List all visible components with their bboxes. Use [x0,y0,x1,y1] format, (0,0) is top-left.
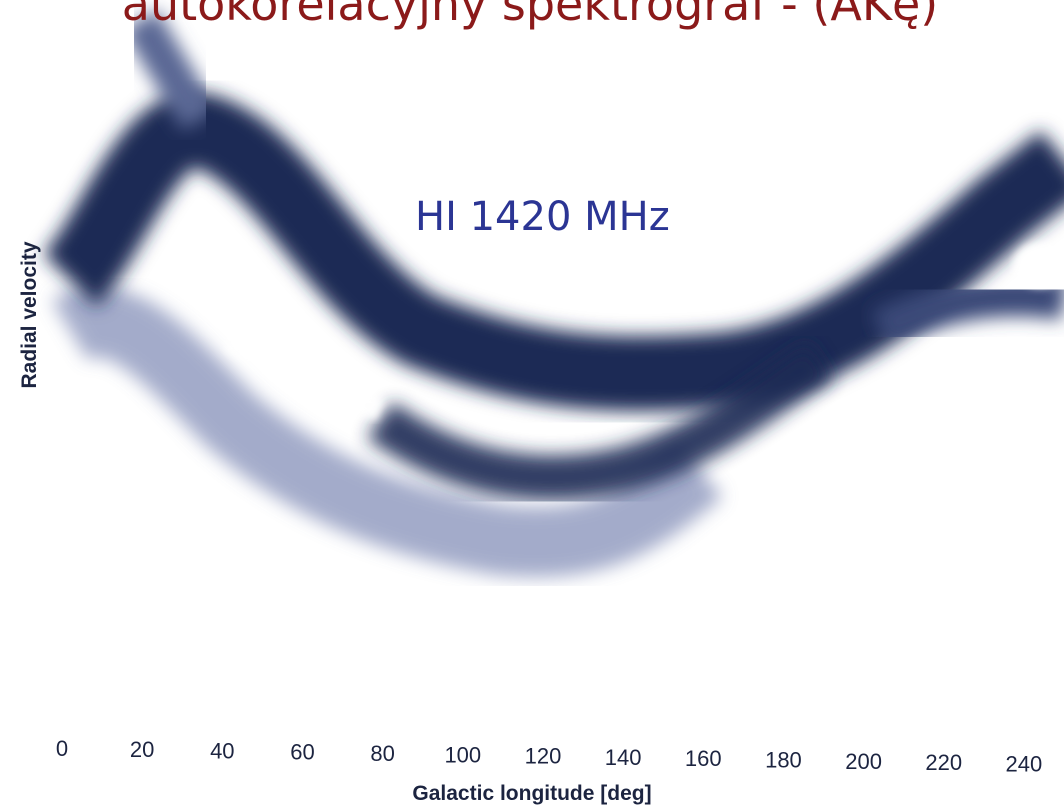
x-tick-label: 80 [370,741,394,766]
x-tick-label: 40 [210,738,234,763]
x-tick-label: 240 [1006,751,1043,776]
title: autokorelacyjny spektrograf - (AKę) [122,0,938,31]
x-tick-label: 160 [685,746,722,771]
y-axis-label: Radial velocity [18,241,41,388]
annotation: HI 1420 MHz [415,194,670,240]
x-tick-label: 140 [605,745,642,770]
x-axis-label: Galactic longitude [deg] [412,782,651,805]
x-tick-label: 60 [290,740,314,765]
x-tick-label: 120 [525,744,562,769]
x-tick-label: 180 [765,748,802,773]
x-tick-label: 220 [925,750,962,775]
x-tick-label: 20 [130,737,154,762]
x-tick-label: 100 [444,742,481,767]
lv-diagram [42,9,1064,577]
x-tick-label: 200 [845,749,882,774]
x-tick-label: 0 [56,736,68,761]
